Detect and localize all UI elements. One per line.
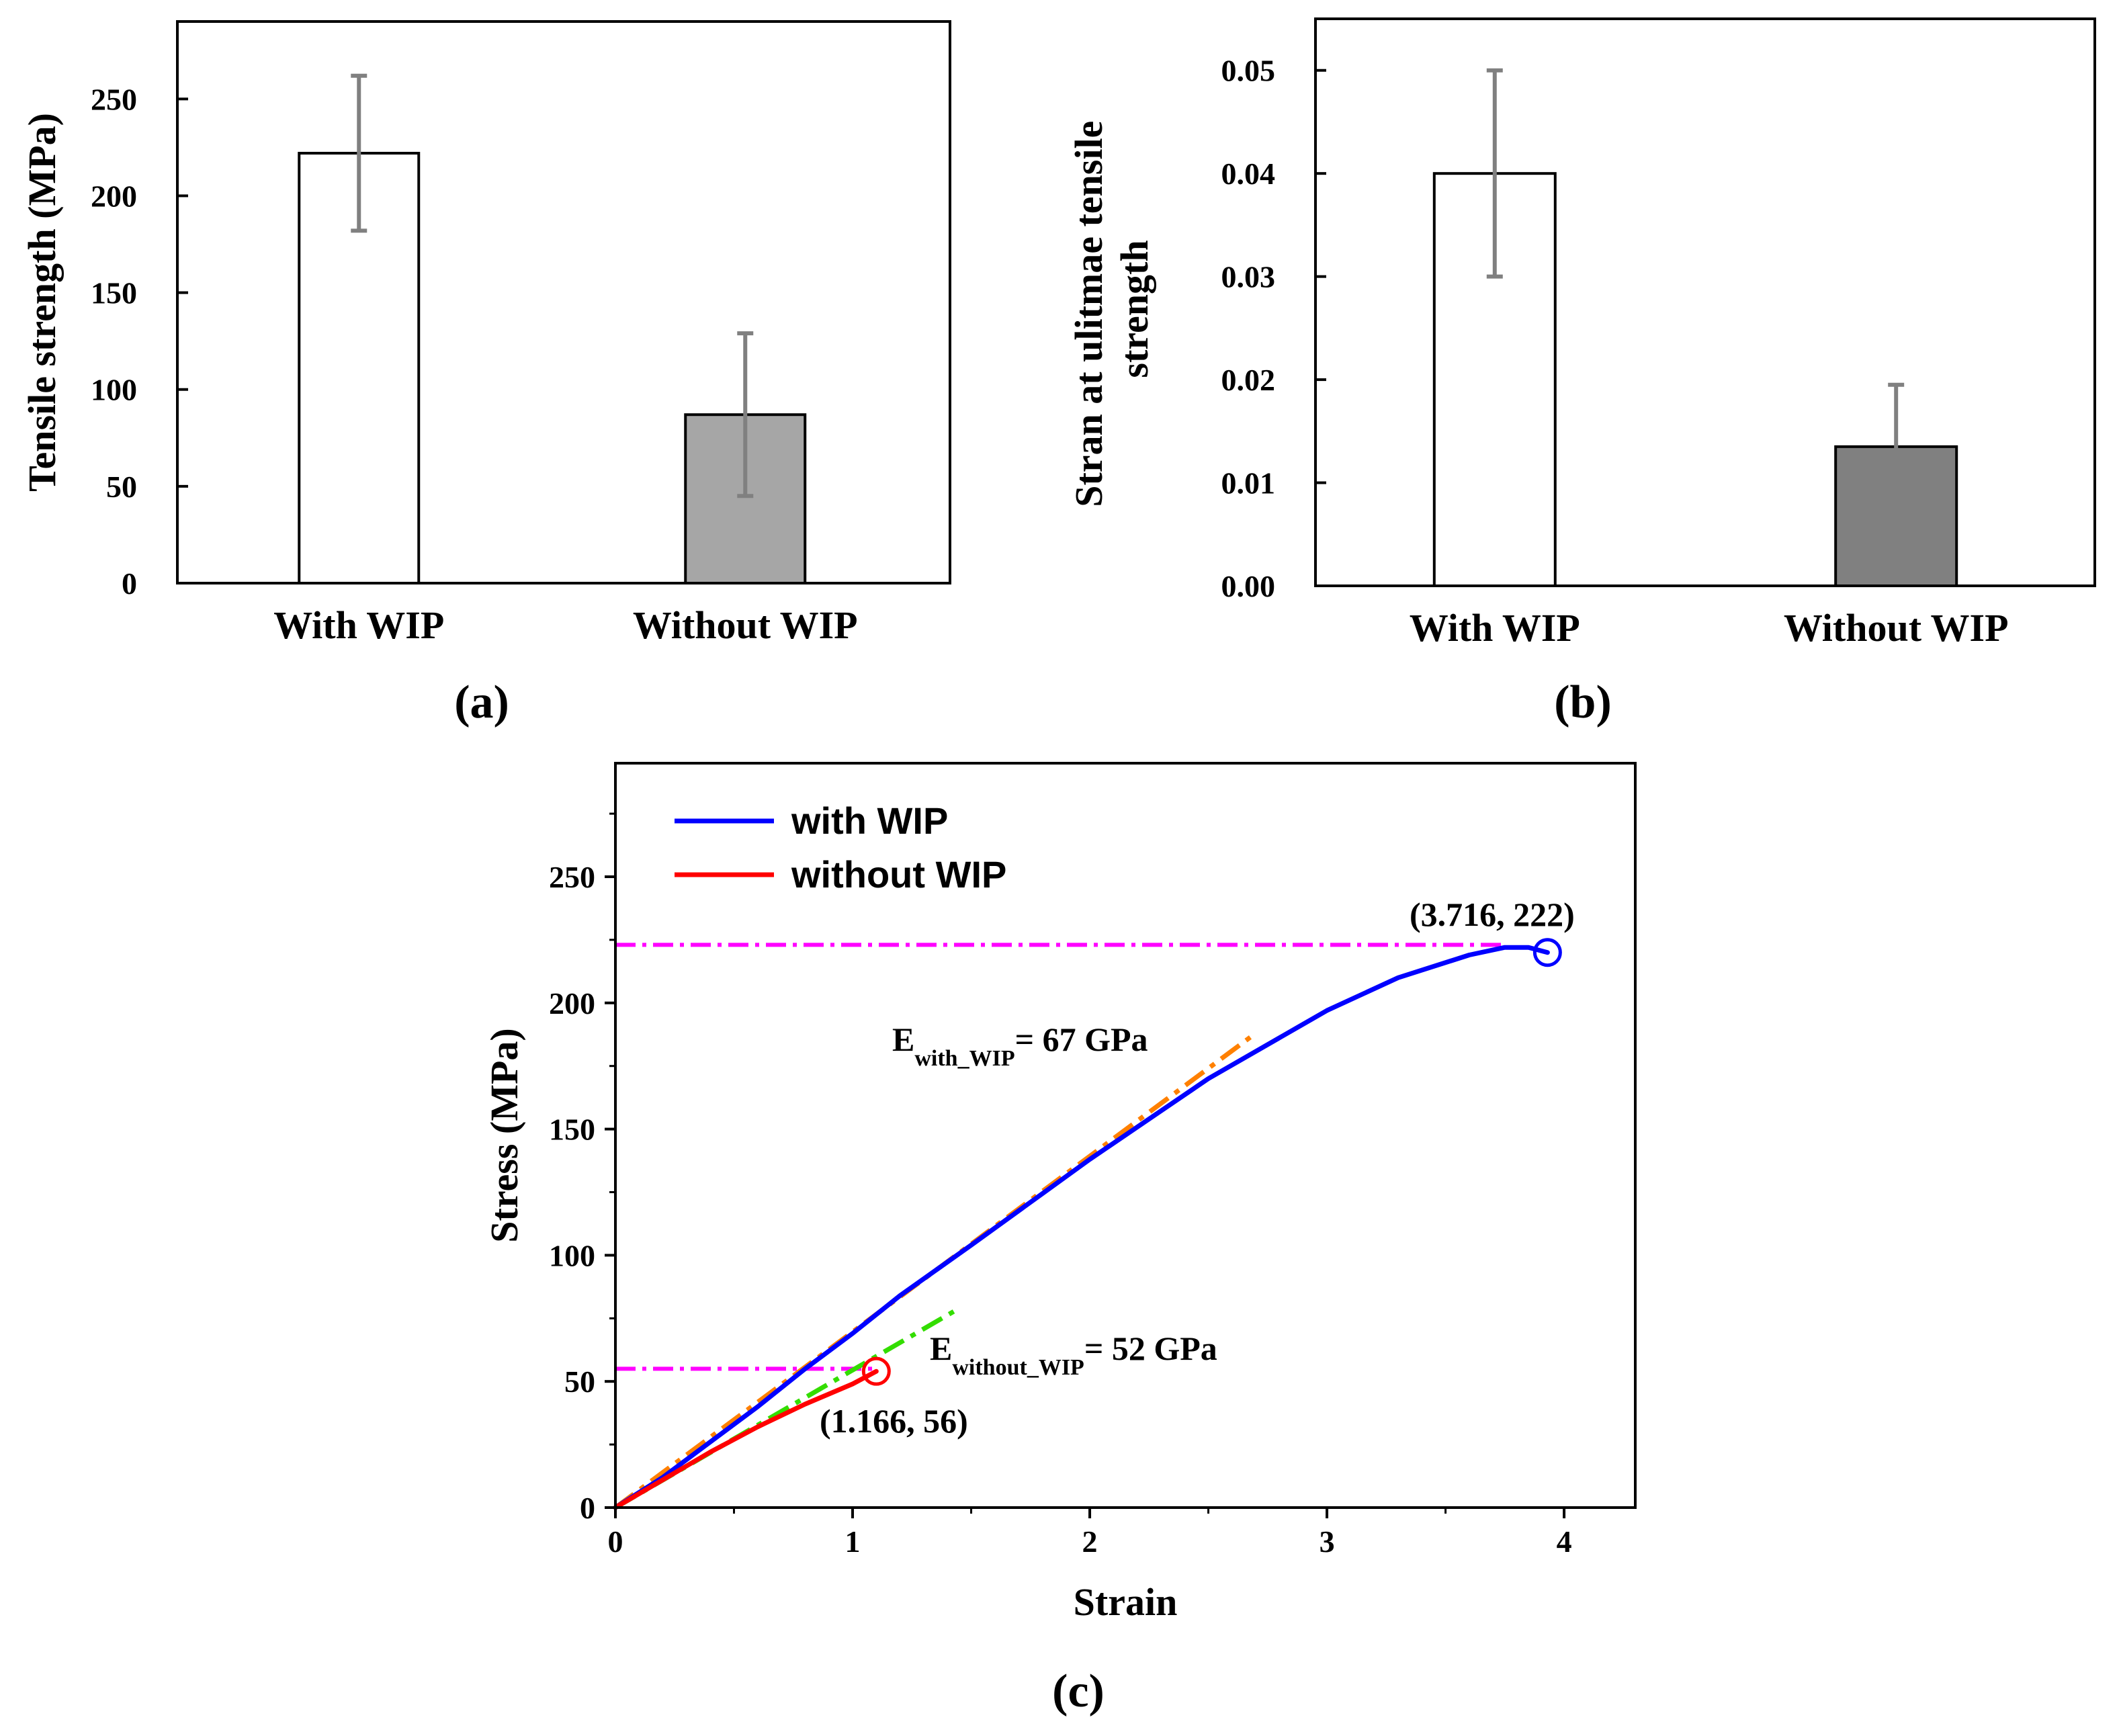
c-y-tick-label-0: 0 — [580, 1491, 595, 1525]
a-y-tick-label-1: 50 — [106, 470, 137, 504]
c-x-tick-label-0: 0 — [608, 1524, 623, 1559]
annotation-max-with-wip: (3.716, 222) — [1410, 896, 1575, 933]
b-x-tick-label-with-wip: With WIP — [1410, 606, 1580, 650]
a-y-tick-label-0: 0 — [122, 566, 137, 601]
modulus-without-subscript: without_WIP — [952, 1355, 1084, 1380]
legend-label-with-wip: with WIP — [791, 799, 948, 842]
b-y-tick-label-3: 0.03 — [1221, 260, 1276, 294]
legend-label-without-wip: without WIP — [791, 853, 1006, 896]
chart-c-plot-frame — [614, 762, 1637, 1509]
b-y-tick-label-5: 0.05 — [1221, 54, 1276, 88]
c-y-tick-label-3: 150 — [549, 1113, 595, 1147]
c-x-tick-label-3: 3 — [1320, 1524, 1335, 1559]
b-x-tick-label-without-wip: Without WIP — [1784, 606, 2009, 650]
chart-a: 0 50 100 150 200 250 With WIP Without WIP Tens… — [20, 20, 951, 728]
c-x-tick-label-4: 4 — [1557, 1524, 1572, 1559]
c-series-line-with-wip — [613, 945, 1550, 1510]
c-y-tick-label-4: 200 — [549, 986, 595, 1021]
annotation-max-without-wip: (1.166, 56) — [820, 1402, 968, 1440]
chart-c: 0 50 100 150 200 250 0 1 2 3 4 with WIP without W… — [482, 762, 1637, 1717]
a-x-tick-label-without-wip: Without WIP — [633, 603, 858, 647]
chart-b-y-axis-label: Stran at ulitmae tensile strength — [1067, 111, 1156, 507]
b-y-tick-label-0: 0.00 — [1221, 569, 1276, 603]
c-y-tick-label-2: 100 — [549, 1238, 595, 1272]
b-y-tick-label-1: 0.01 — [1221, 466, 1276, 501]
annotation-modulus-with-wip: Ewith_WIP= 67 GPa — [892, 1021, 1148, 1071]
modulus-with-value: = 67 GPa — [1015, 1021, 1148, 1058]
modulus-with-symbol: E — [892, 1021, 914, 1058]
c-y-tick-label-1: 50 — [564, 1364, 595, 1399]
chart-b-panel-label: (b) — [1554, 677, 1612, 728]
chart-b: 0.00 0.01 0.02 0.03 0.04 0.05 With WIP Without… — [1067, 17, 2096, 728]
chart-b-y-axis-label-line-1: Stran at ulitmae tensile — [1067, 121, 1111, 507]
chart-c-x-axis-label: Strain — [1074, 1580, 1178, 1624]
annotation-modulus-without-wip: Ewithout_WIP= 52 GPa — [930, 1330, 1217, 1380]
modulus-with-subscript: with_WIP — [914, 1046, 1014, 1071]
c-x-tick-label-2: 2 — [1082, 1524, 1098, 1559]
modulus-without-value: = 52 GPa — [1084, 1330, 1217, 1367]
a-y-tick-label-2: 100 — [91, 373, 137, 407]
c-max-marker-1 — [861, 1356, 891, 1386]
c-y-tick-label-5: 250 — [549, 860, 595, 894]
a-x-tick-label-with-wip: With WIP — [273, 603, 444, 647]
c-x-tick-label-1: 1 — [845, 1524, 861, 1559]
chart-b-plot-frame — [1314, 17, 2096, 587]
b-y-tick-label-4: 0.04 — [1221, 157, 1276, 191]
chart-c-panel-label: (c) — [1052, 1665, 1105, 1717]
chart-a-plot-frame — [176, 20, 951, 584]
chart-a-panel-label: (a) — [454, 677, 509, 728]
chart-c-legend: with WIP without WIP — [675, 799, 1006, 896]
c-max-marker-0 — [1532, 938, 1562, 967]
chart-b-y-axis-label-line-2: strength — [1113, 240, 1156, 378]
modulus-without-symbol: E — [930, 1330, 952, 1367]
a-y-tick-label-4: 200 — [91, 179, 137, 213]
a-y-tick-label-3: 150 — [91, 276, 137, 310]
c-series-line-without-wip — [613, 1369, 879, 1510]
chart-a-y-axis-label: Tensile strength (MPa) — [20, 113, 64, 492]
chart-c-y-axis-label: Stress (MPa) — [482, 1028, 526, 1242]
b-y-tick-label-2: 0.02 — [1221, 363, 1276, 397]
a-y-tick-label-5: 250 — [91, 82, 137, 116]
